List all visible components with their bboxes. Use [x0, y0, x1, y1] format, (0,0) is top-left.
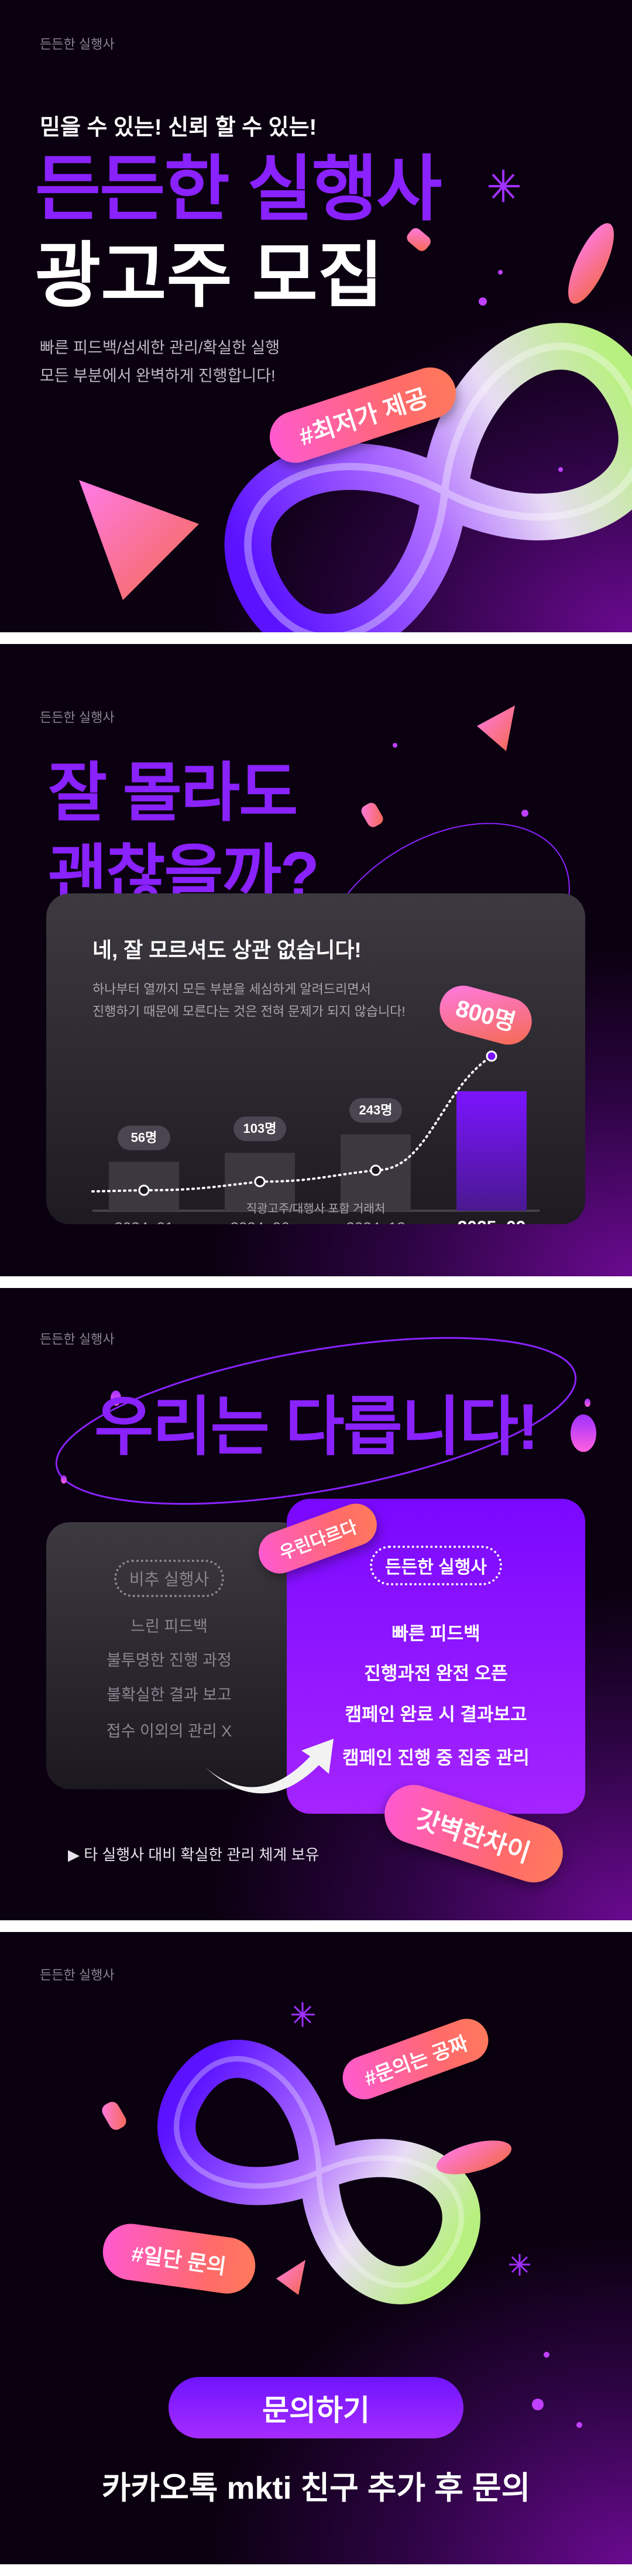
chart-value-highlight: 800명 [439, 985, 532, 1045]
other-agency-badge: 비추 실행사 [114, 1560, 225, 1597]
compare-title: 우리는 다릅니다! [94, 1391, 539, 1463]
brand-label: 든든한 실행사 [40, 37, 115, 52]
cone-shape [477, 705, 515, 751]
infinity-decoration [102, 2002, 582, 2428]
chart-value-pill [349, 1098, 402, 1123]
disc-shape [436, 2140, 512, 2174]
hero-desc-1: 빠른 피드백/섬세한 관리/확실한 실행 [40, 339, 280, 357]
chart-point [138, 1184, 150, 1196]
compare-note: ▶ 타 실행사 대비 확실한 관리 체계 보유 [68, 1846, 320, 1864]
growth-section: 든든한 실행사 잘 몰라도 괜찮을까? 네, 잘 모르셔도 상관 없습니다! 하… [0, 644, 632, 1276]
chart-value-label: 103명 [243, 1121, 277, 1136]
sparkle-icon [509, 2254, 530, 2276]
other-agency-item: 불확실한 결과 보고 [107, 1686, 232, 1704]
chart-value-label: 56명 [131, 1131, 157, 1145]
kakao-instruction: 카카오톡 mkti 친구 추가 후 문의 [101, 2471, 531, 2506]
hero-section: 든든한 실행사 믿을 수 있는! 신뢰 할 수 있는! 든든한 실행사 광고주 … [0, 0, 632, 632]
our-agency-item: 캠페인 완료 시 결과보고 [345, 1704, 527, 1725]
sparkle-icon [489, 170, 520, 202]
disc-shape [568, 223, 614, 304]
brand-label: 든든한 실행사 [40, 710, 115, 725]
cylinder-shape [102, 2102, 126, 2130]
inquire-button[interactable]: 문의하기 [169, 2377, 463, 2438]
infinity-decoration [79, 170, 632, 632]
cylinder-shape [361, 803, 383, 827]
card-desc-2: 진행하기 때문에 모른다는 것은 전혀 문제가 되지 않습니다! [92, 1004, 406, 1019]
our-agency-item: 캠페인 진행 중 집중 관리 [342, 1748, 530, 1768]
chart-footnote: 직광고주/대행사 포함 거래처 [246, 1203, 386, 1215]
sparkle-icon [291, 2002, 315, 2027]
card-desc-1: 하나부터 열까지 모든 부분을 세심하게 알려드리면서 [92, 982, 371, 996]
growth-card: 네, 잘 모르셔도 상관 없습니다! 하나부터 열까지 모든 부분을 세심하게 … [46, 893, 585, 1224]
growth-title-1: 잘 몰라도 [48, 757, 298, 829]
other-agency-card: 비추 실행사 느린 피드백 불투명한 진행 과정 불확실한 결과 보고 접수 이… [46, 1522, 304, 1789]
orbit-decoration [55, 1337, 596, 1505]
chart-x-label: 2024. 06 [230, 1219, 289, 1224]
chart-x-label: 2024. 01 [114, 1219, 173, 1224]
cone-shape [276, 2260, 305, 2295]
chart-point [486, 1050, 497, 1062]
hero-desc-2: 모든 부분에서 완벽하게 진행합니다! [40, 367, 276, 385]
chart-value-pill [118, 1125, 170, 1150]
card-title: 네, 잘 모르셔도 상관 없습니다! [92, 938, 362, 962]
cylinder-shape [407, 228, 431, 251]
curved-arrow-icon [205, 1739, 334, 1794]
hero-tagline: 믿을 수 있는! 신뢰 할 수 있는! [40, 115, 317, 140]
compare-section: 든든한 실행사 우리는 다릅니다! 비추 실행사 느린 피드백 불투명한 진행 … [0, 1288, 632, 1920]
other-agency-item: 불투명한 진행 과정 [107, 1652, 232, 1669]
brand-label: 든든한 실행사 [40, 1332, 115, 1347]
other-agency-item: 느린 피드백 [130, 1618, 208, 1635]
chart-x-label: 2024. 12 [346, 1219, 405, 1224]
other-agency-item: 접수 이외의 관리 X [106, 1722, 232, 1740]
brand-label: 든든한 실행사 [40, 1968, 115, 1982]
hero-title-recruit: 광고주 모집 [35, 236, 384, 316]
chart-value-label: 243명 [359, 1103, 393, 1118]
chart-bar [456, 1091, 527, 1211]
cone-shape [79, 480, 199, 600]
chart-x-label: 2025. 09 [458, 1218, 526, 1224]
our-agency-item: 빠른 피드백 [391, 1623, 480, 1644]
our-agency-badge: 든든한 실행사 [370, 1546, 502, 1585]
chart-point [254, 1176, 266, 1187]
our-agency-item: 진행과전 완전 오픈 [364, 1663, 508, 1684]
hero-title-brand: 든든한 실행사 [35, 149, 442, 229]
chart-value-pill [233, 1116, 286, 1142]
contact-section: 든든한 실행사 #문의는 공짜 #일단 문의 문의하기 카카오톡 mkti 친구… [0, 1932, 632, 2564]
growth-chart: 2024. 01 56명 2024. 06 103명 2024. 12 243명 2025.… [91, 985, 540, 1224]
chart-point [370, 1164, 382, 1176]
